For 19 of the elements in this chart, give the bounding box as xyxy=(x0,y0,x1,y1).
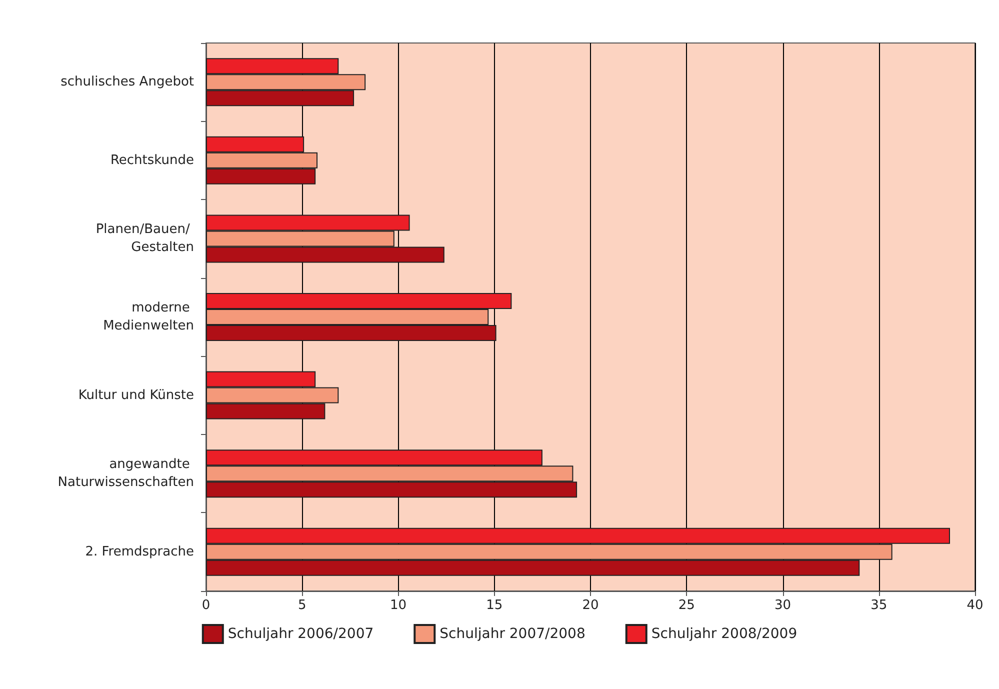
x-tick-label: 30 xyxy=(774,598,792,613)
y-tick-label: angewandte Naturwissenschaften xyxy=(58,457,194,490)
legend-label: Schuljahr 2007/2008 xyxy=(440,626,586,642)
y-tick-label: moderne Medienwelten xyxy=(103,300,194,334)
y-tick-label: Rechtskunde xyxy=(110,152,194,168)
x-tick-label: 15 xyxy=(486,598,503,613)
y-tick-label: Kultur und Künste xyxy=(78,388,194,403)
y-tick-label: schulisches Angebot xyxy=(60,74,194,90)
x-tick-label: 5 xyxy=(298,598,306,613)
y-tick-label: Planen/Bauen/ Gestalten xyxy=(96,222,194,256)
x-tick-label: 40 xyxy=(966,598,984,613)
x-tick-label: 35 xyxy=(870,598,888,613)
legend-label: Schuljahr 2008/2009 xyxy=(651,626,798,642)
y-tick-label: 2. Fremdsprache xyxy=(85,544,194,560)
x-tick-label: 25 xyxy=(678,598,695,613)
x-tick-label: 10 xyxy=(390,598,407,613)
legend-label: Schuljahr 2006/2007 xyxy=(228,626,374,642)
x-tick-label: 0 xyxy=(202,598,210,613)
x-tick-label: 20 xyxy=(582,598,599,613)
